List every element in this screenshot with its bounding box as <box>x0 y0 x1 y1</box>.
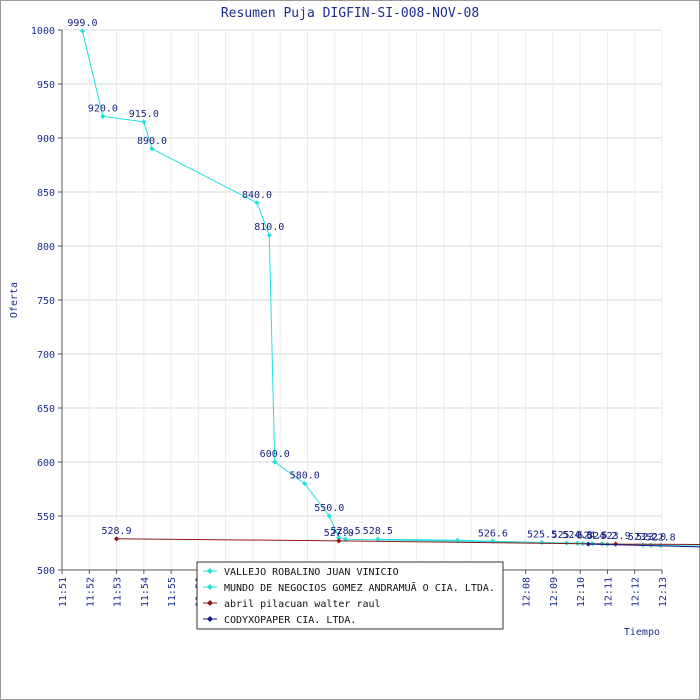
y-tick-label: 1000 <box>31 26 55 37</box>
y-tick-label: 850 <box>37 188 55 199</box>
x-tick-label: 11:53 <box>113 577 124 607</box>
legend-item-2: MUNDO DE NEGOCIOS GOMEZ ANDRAMUÃ O CIA. … <box>224 581 495 594</box>
y-axis-label: Oferta <box>9 282 20 318</box>
series-line <box>588 543 700 548</box>
data-label: 528.9 <box>101 526 131 537</box>
x-axis-label: Tiempo <box>624 627 660 638</box>
legend-swatch-marker <box>207 568 213 574</box>
series-3 <box>113 536 700 547</box>
y-tick-label: 600 <box>37 458 55 469</box>
data-point <box>302 481 308 487</box>
legend-swatch-marker <box>207 600 213 606</box>
data-point <box>343 536 349 542</box>
series-layer <box>79 28 700 548</box>
data-label: 920.0 <box>88 103 118 114</box>
data-label: 525.0 <box>551 530 581 541</box>
series-4 <box>585 541 700 548</box>
y-tick-label: 900 <box>37 134 55 145</box>
data-point <box>254 200 260 206</box>
x-tick-label: 11:52 <box>85 577 96 607</box>
data-label: 527.0 <box>324 528 354 539</box>
data-label: 890.0 <box>137 136 167 147</box>
data-point <box>336 535 342 541</box>
data-point <box>613 541 619 547</box>
x-tick-label: 11:55 <box>167 577 178 607</box>
data-point <box>272 459 278 465</box>
data-label: 524.8 <box>562 530 592 541</box>
data-point <box>336 538 342 544</box>
y-tick-label: 550 <box>37 512 55 523</box>
data-label: 524.5 <box>577 531 607 542</box>
data-point <box>326 513 332 519</box>
data-point <box>100 113 106 119</box>
y-tick-labels: 500 550 600 650 700 750 800 850 900 950 1000 <box>31 26 62 577</box>
data-label: 600.0 <box>260 449 290 460</box>
data-label: 523.0 <box>636 532 666 543</box>
data-point <box>79 28 86 34</box>
data-label: 999.0 <box>67 18 97 29</box>
legend-swatch-marker <box>207 616 213 622</box>
x-tick-label: 11:54 <box>140 577 151 607</box>
x-tick-label: 12:10 <box>576 577 587 607</box>
data-point <box>113 536 120 542</box>
data-point <box>454 537 461 543</box>
legend-item-3: abril pilacuan walter raul <box>224 599 381 610</box>
data-label: 526.6 <box>478 528 508 539</box>
data-point <box>585 541 591 547</box>
x-tick-label: 11:51 <box>58 577 69 607</box>
data-labels: 528.5 526.6 525.5 523.2 999.0 920.0 915.0 890.0… <box>67 18 676 543</box>
data-point <box>149 146 155 152</box>
y-tick-label: 500 <box>37 566 55 577</box>
x-tick-label: 12:11 <box>603 577 614 607</box>
data-label: 524.2 <box>587 531 617 542</box>
data-label: 522.8 <box>646 532 676 543</box>
y-tick-label: 950 <box>37 80 55 91</box>
chart-title: Resumen Puja DIGFIN-SI-008-NOV-08 <box>221 6 479 21</box>
series-line <box>81 30 700 547</box>
data-label: 915.0 <box>129 109 159 120</box>
legend-item-1: VALLEJO ROBALINO JUAN VINICIO <box>224 567 399 578</box>
x-tick-label: 12:08 <box>522 577 533 607</box>
y-tick-label: 650 <box>37 404 55 415</box>
data-point <box>141 119 147 125</box>
data-label: 580.0 <box>290 471 320 482</box>
y-tick-label: 700 <box>37 350 55 361</box>
legend-swatch-marker <box>207 584 213 590</box>
data-label: 550.0 <box>314 503 344 514</box>
x-tick-label: 12:12 <box>631 577 642 607</box>
data-point <box>563 540 570 546</box>
data-label: 810.0 <box>254 222 284 233</box>
y-tick-label: 800 <box>37 242 55 253</box>
data-label: 840.0 <box>242 190 272 201</box>
data-label: 528.5 <box>331 526 361 537</box>
data-label: 525.5 <box>527 529 557 540</box>
legend-item-4: CODYXOPAPER CIA. LTDA. <box>224 615 356 626</box>
x-tick-label: 12:13 <box>658 577 669 607</box>
legend: VALLEJO ROBALINO JUAN VINICIO MUNDO DE NE… <box>196 561 504 630</box>
data-label: 523.2 <box>628 532 658 543</box>
legend-box <box>196 561 504 630</box>
data-label: 523.9 <box>601 531 631 542</box>
data-point <box>375 536 381 542</box>
x-tick-label: 12:09 <box>549 577 560 607</box>
data-point <box>266 232 272 238</box>
gridlines <box>61 29 663 571</box>
y-tick-label: 750 <box>37 296 55 307</box>
data-label: 528.5 <box>363 526 393 537</box>
